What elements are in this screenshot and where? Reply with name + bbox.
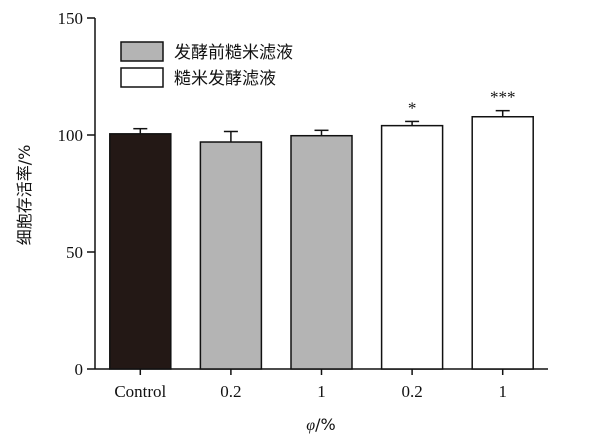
significance-label: * (408, 98, 417, 117)
legend-label-before: 发酵前糙米滤液 (174, 43, 293, 63)
legend: 发酵前糙米滤液 糙米发酵滤液 (120, 41, 293, 89)
bar-after (380, 124, 444, 370)
bar-before (199, 141, 263, 370)
bars: **** (109, 88, 534, 370)
x-tick-label: 1 (498, 382, 507, 401)
y-axis-title: 细胞存活率/% (15, 145, 34, 246)
x-axis-title-variable: φ (306, 417, 315, 434)
bar-before (290, 134, 353, 370)
x-tick-label: 0.2 (401, 382, 422, 401)
legend-swatch-after (120, 67, 164, 88)
legend-label-after: 糙米发酵滤液 (174, 69, 276, 89)
y-axis-ticks: 0 50 100 150 (58, 9, 95, 379)
x-tick-label: 0.2 (220, 382, 241, 401)
y-tick-label: 150 (58, 9, 84, 28)
x-tick-label: Control (114, 382, 166, 401)
y-tick-label: 0 (75, 360, 84, 379)
y-tick-label: 100 (58, 126, 84, 145)
legend-swatch-before (120, 41, 164, 62)
significance-label: *** (490, 88, 516, 107)
x-axis-title: φ/% (306, 415, 335, 434)
bar-control (109, 133, 172, 370)
x-axis-title-unit: /% (315, 415, 336, 434)
x-axis-tick-labels: Control 0.2 1 0.2 1 (114, 369, 507, 401)
y-tick-label: 50 (66, 243, 83, 262)
bar-after (471, 115, 534, 370)
x-tick-label: 1 (317, 382, 326, 401)
